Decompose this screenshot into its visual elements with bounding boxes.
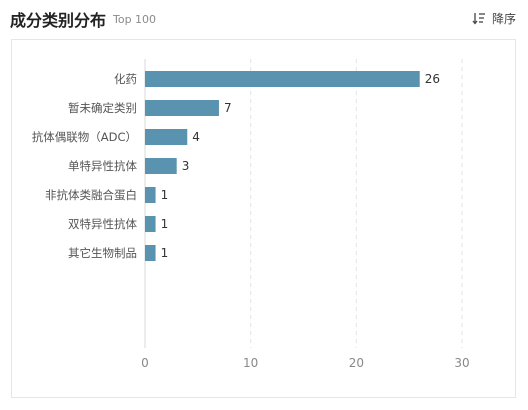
top-count-label: Top 100	[113, 13, 157, 26]
chart-header: 成分类别分布 Top 100 降序	[0, 0, 528, 38]
bar[interactable]	[145, 158, 177, 174]
category-label: 其它生物制品	[68, 246, 137, 260]
sort-descending-icon	[472, 13, 485, 25]
chart-panel: 0 10 20 30 化药 26 暂未确定类别 7 抗体偶联物（ADC） 4 单特异性抗体 3 非抗体类…	[11, 39, 516, 398]
x-tick-label: 0	[141, 356, 149, 370]
sort-order-toggle[interactable]: 降序	[472, 9, 516, 27]
bar-value-label: 1	[161, 188, 169, 202]
category-label: 抗体偶联物（ADC）	[32, 130, 137, 144]
category-label: 暂未确定类别	[68, 101, 137, 115]
category-label: 双特异性抗体	[68, 217, 137, 231]
bar[interactable]	[145, 71, 420, 87]
bar-value-label: 26	[425, 72, 440, 86]
x-tick-label: 20	[349, 356, 364, 370]
bar[interactable]	[145, 245, 156, 261]
category-label: 非抗体类融合蛋白	[45, 188, 137, 202]
bar-value-label: 7	[224, 101, 232, 115]
bar-value-label: 3	[182, 159, 190, 173]
x-tick-label: 30	[454, 356, 469, 370]
bar-value-label: 1	[161, 217, 169, 231]
bar-value-label: 4	[192, 130, 200, 144]
page-title: 成分类别分布	[10, 11, 107, 30]
category-label: 化药	[114, 72, 137, 86]
category-label: 单特异性抗体	[68, 159, 137, 173]
bar[interactable]	[145, 216, 156, 232]
bar[interactable]	[145, 129, 188, 145]
x-tick-label: 10	[243, 356, 258, 370]
bar[interactable]	[145, 100, 219, 116]
bar-value-label: 1	[161, 246, 169, 260]
bar-chart: 0 10 20 30 化药 26 暂未确定类别 7 抗体偶联物（ADC） 4 单特异性抗体 3 非抗体类…	[32, 59, 470, 370]
sort-order-label: 降序	[491, 11, 516, 26]
bar[interactable]	[145, 187, 156, 203]
